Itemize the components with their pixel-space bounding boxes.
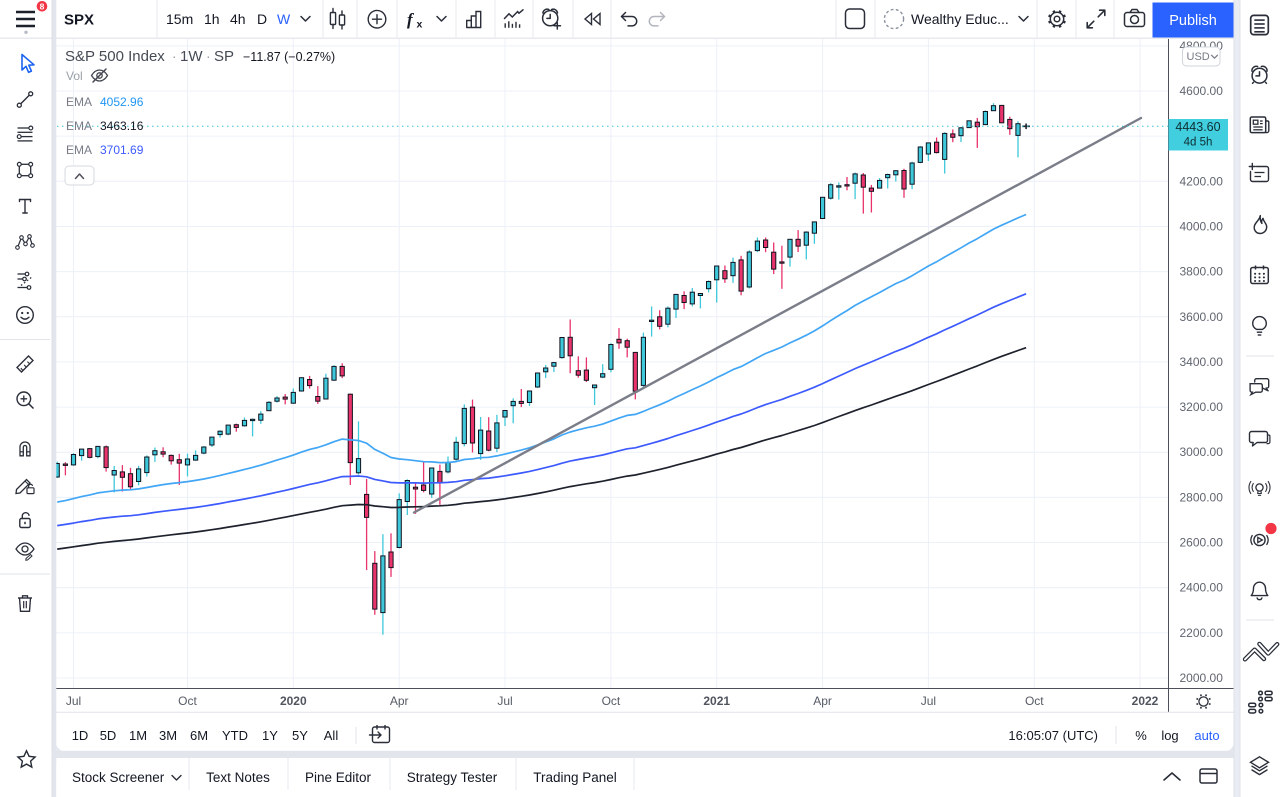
svg-text:EMA: EMA: [66, 143, 92, 157]
svg-text:2020: 2020: [280, 694, 307, 708]
svg-text:4000.00: 4000.00: [1180, 219, 1224, 233]
svg-text:W: W: [277, 11, 291, 27]
svg-text:All: All: [324, 728, 339, 743]
svg-text:3M: 3M: [159, 728, 177, 743]
svg-text:3400.00: 3400.00: [1180, 355, 1224, 369]
svg-text:Oct: Oct: [178, 694, 197, 708]
svg-text:3200.00: 3200.00: [1180, 400, 1224, 414]
svg-text:2021: 2021: [703, 694, 730, 708]
svg-text:4h: 4h: [230, 11, 246, 27]
svg-text:1D: 1D: [72, 728, 89, 743]
svg-text:Jul: Jul: [66, 694, 81, 708]
svg-text:4600.00: 4600.00: [1180, 84, 1224, 98]
svg-text:6M: 6M: [190, 728, 208, 743]
svg-text:3600.00: 3600.00: [1180, 310, 1224, 324]
svg-text:3800.00: 3800.00: [1180, 265, 1224, 279]
svg-text:Strategy Tester: Strategy Tester: [407, 770, 498, 785]
svg-text:S&P 500 Index: S&P 500 Index: [65, 48, 165, 65]
svg-text:2022: 2022: [1132, 694, 1159, 708]
svg-text:Wealthy Educ...: Wealthy Educ...: [911, 11, 1009, 27]
svg-text:1Y: 1Y: [262, 728, 278, 743]
svg-text:D: D: [257, 11, 267, 27]
svg-text:1h: 1h: [204, 11, 220, 27]
svg-text:16:05:07 (UTC): 16:05:07 (UTC): [1008, 728, 1098, 743]
svg-text:SP: SP: [214, 48, 234, 65]
svg-text:3463.16: 3463.16: [100, 119, 144, 133]
svg-text:5Y: 5Y: [292, 728, 308, 743]
svg-text:Trading Panel: Trading Panel: [533, 770, 617, 785]
svg-text:15m: 15m: [166, 11, 193, 27]
svg-text:Jul: Jul: [921, 694, 936, 708]
svg-text:2400.00: 2400.00: [1180, 581, 1224, 595]
svg-text:Text Notes: Text Notes: [206, 770, 270, 785]
svg-text:auto: auto: [1194, 728, 1219, 743]
svg-text:2600.00: 2600.00: [1180, 536, 1224, 550]
svg-text:x: x: [417, 19, 423, 31]
svg-text:Oct: Oct: [602, 694, 621, 708]
svg-text:4200.00: 4200.00: [1180, 174, 1224, 188]
svg-text:4052.96: 4052.96: [100, 95, 144, 109]
svg-text:Jul: Jul: [497, 694, 512, 708]
svg-text:3701.69: 3701.69: [100, 143, 144, 157]
svg-text:2000.00: 2000.00: [1180, 671, 1224, 685]
svg-text:·: ·: [172, 48, 177, 64]
svg-text:4443.60: 4443.60: [1175, 120, 1220, 134]
svg-text:5D: 5D: [100, 728, 117, 743]
svg-text:log: log: [1161, 728, 1178, 743]
svg-text:USD: USD: [1187, 51, 1210, 63]
svg-text:Vol: Vol: [66, 69, 83, 83]
svg-text:−11.87 (−0.27%): −11.87 (−0.27%): [243, 50, 335, 64]
svg-text:Oct: Oct: [1025, 694, 1044, 708]
svg-text:4d 5h: 4d 5h: [1184, 137, 1213, 149]
svg-text:2200.00: 2200.00: [1180, 626, 1224, 640]
svg-text:Apr: Apr: [390, 694, 409, 708]
svg-text:·: ·: [206, 48, 211, 64]
svg-text:f: f: [407, 10, 415, 29]
svg-text:Publish: Publish: [1169, 13, 1217, 29]
svg-text:Apr: Apr: [813, 694, 832, 708]
svg-text:EMA: EMA: [66, 119, 92, 133]
svg-text:1M: 1M: [129, 728, 147, 743]
svg-text:2800.00: 2800.00: [1180, 490, 1224, 504]
svg-text:Stock Screener: Stock Screener: [72, 770, 165, 785]
svg-text:EMA: EMA: [66, 95, 92, 109]
svg-text:SPX: SPX: [64, 12, 94, 29]
svg-text:YTD: YTD: [222, 728, 248, 743]
svg-text:Pine Editor: Pine Editor: [305, 770, 372, 785]
svg-text:3000.00: 3000.00: [1180, 445, 1224, 459]
svg-text:1W: 1W: [180, 48, 203, 65]
svg-text:8: 8: [40, 2, 45, 12]
svg-text:%: %: [1135, 728, 1147, 743]
